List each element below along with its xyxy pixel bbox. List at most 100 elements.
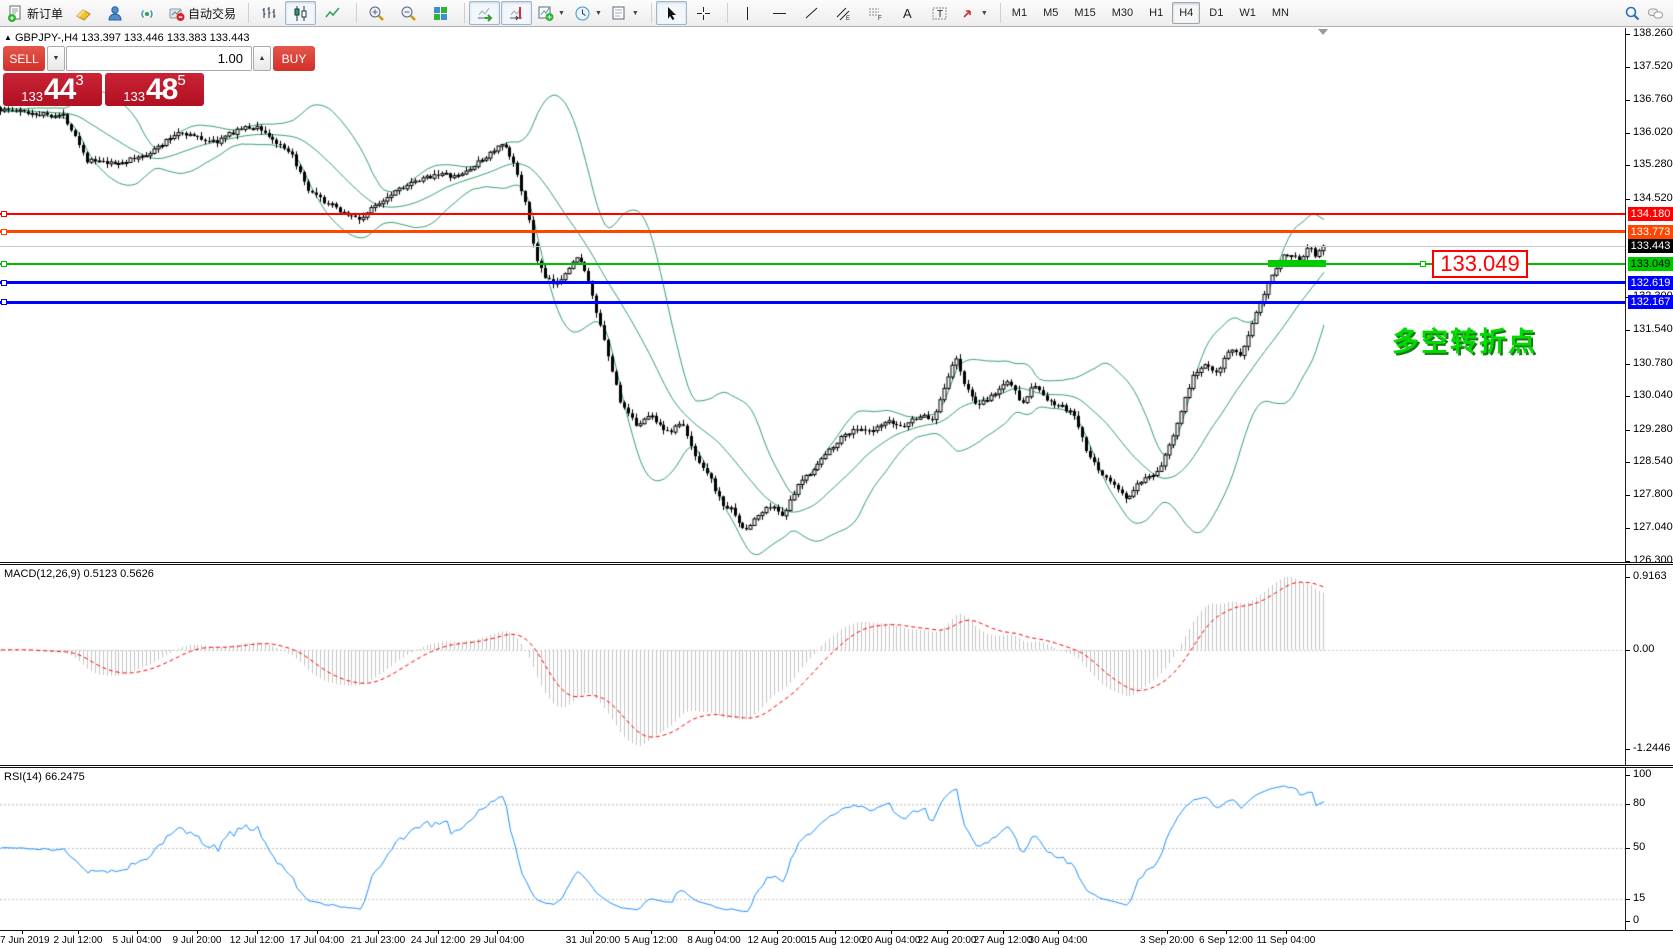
horizontal-line-button[interactable] (764, 1, 795, 25)
price-line-label: 133.049 (1628, 256, 1673, 271)
timeframe-m30[interactable]: M30 (1111, 7, 1134, 19)
pane-separator[interactable] (0, 765, 1673, 768)
timeframe-w1[interactable]: W1 (1239, 7, 1256, 19)
crosshair-button[interactable] (688, 1, 719, 25)
rsi-tick-label: 0 (1633, 914, 1640, 926)
bar-chart-button[interactable] (253, 1, 284, 25)
rsi-tick-mark (1626, 848, 1630, 849)
line-handle[interactable] (1420, 260, 1426, 267)
macd-tick-label: 0.9163 (1633, 570, 1667, 582)
trendline-button[interactable] (796, 1, 827, 25)
macd-axis[interactable]: 0.9163 0.00 -1.2446 (1625, 565, 1673, 765)
price-tick-mark (1626, 198, 1630, 200)
price-tick-mark (1626, 429, 1630, 431)
autotrade-button[interactable]: 自动交易 (164, 1, 240, 25)
candlestick-chart-button[interactable] (285, 1, 317, 25)
time-tick-label: 27 Jun 2019 (0, 935, 50, 946)
pane-separator[interactable] (0, 562, 1673, 565)
volume-input[interactable] (66, 46, 252, 71)
chart-shift-icon (508, 5, 525, 22)
horizontal-line-134.18[interactable] (0, 212, 1625, 215)
fibonacci-button[interactable]: F (860, 1, 891, 25)
zoom-in-button[interactable] (361, 1, 392, 25)
new-order-icon (7, 5, 24, 22)
signals-button[interactable] (132, 1, 163, 25)
volume-decrease-button[interactable]: ▼ (47, 46, 65, 71)
add-indicator-button[interactable]: ▼ (533, 1, 569, 25)
time-tick-mark (947, 931, 948, 934)
text-label-button[interactable]: T (924, 1, 955, 25)
market-button[interactable] (68, 1, 99, 25)
cursor-button[interactable] (655, 1, 687, 25)
line-handle[interactable] (1, 299, 7, 306)
chart-shift-button[interactable] (501, 1, 533, 25)
candlestick-chart-canvas[interactable] (0, 28, 1625, 562)
rsi-axis[interactable]: 100 80 50 15 0 (1625, 768, 1673, 930)
price-line-label: 133.773 (1628, 224, 1673, 239)
horizontal-line-132.619[interactable] (0, 281, 1625, 285)
horizontal-line-133.049[interactable] (0, 262, 1625, 265)
time-tick-label: 31 Jul 20:00 (565, 935, 621, 946)
price-tick-label: 136.020 (1633, 125, 1673, 138)
price-axis[interactable]: 138.260 137.520 136.760 136.020 135.280 134.5… (1625, 27, 1673, 566)
timeframe-d1[interactable]: D1 (1209, 7, 1224, 19)
price-label-box[interactable]: 133.049 (1432, 249, 1528, 278)
auto-scroll-button[interactable] (469, 1, 501, 25)
current-price-line (0, 245, 1625, 247)
time-tick-label: 5 Aug 12:00 (624, 935, 678, 946)
horizontal-line-132.167[interactable] (0, 300, 1625, 304)
line-handle[interactable] (1, 210, 7, 217)
timeframe-m1[interactable]: M1 (1011, 7, 1028, 19)
auto-scroll-icon (476, 5, 493, 22)
volume-increase-button[interactable]: ▲ (253, 46, 271, 71)
sell-button[interactable]: SELL (3, 46, 45, 71)
price-tick-mark (1626, 462, 1630, 464)
line-chart-button[interactable] (317, 1, 348, 25)
vertical-line-button[interactable] (732, 1, 763, 25)
price-tick-mark (1626, 363, 1630, 365)
autotrade-icon (168, 5, 185, 22)
macd-tick-mark (1626, 749, 1630, 750)
rsi-tick-mark (1626, 899, 1630, 901)
equidistant-channel-button[interactable]: E (828, 1, 859, 25)
template-icon (611, 5, 628, 22)
zoom-out-button[interactable] (393, 1, 424, 25)
symbol-direction-up-icon: ▲ (4, 33, 12, 42)
timeframe-h4[interactable]: H4 (1172, 2, 1201, 24)
buy-button[interactable]: BUY (273, 46, 315, 71)
chat-icon[interactable] (1647, 5, 1664, 22)
svg-text:T: T (937, 9, 943, 20)
periods-button[interactable]: ▼ (570, 1, 606, 25)
timeframe-h1[interactable]: H1 (1149, 7, 1164, 19)
line-handle[interactable] (1, 279, 7, 286)
timeframe-m15[interactable]: M15 (1074, 7, 1096, 19)
price-line-label: 134.180 (1628, 206, 1673, 221)
timeframe-mn[interactable]: MN (1271, 7, 1289, 19)
community-button[interactable] (100, 1, 131, 25)
text-button[interactable]: A (892, 1, 923, 25)
timeframe-m5[interactable]: M5 (1043, 7, 1059, 19)
tile-windows-button[interactable] (425, 1, 456, 25)
line-handle[interactable] (1, 228, 7, 235)
new-order-button[interactable]: 新订单 (3, 1, 67, 25)
candlestick-icon (292, 5, 309, 22)
buy-price-button[interactable]: 133 48 5 (105, 73, 204, 106)
sell-price-button[interactable]: 133 44 3 (3, 73, 102, 106)
templates-button[interactable]: ▼ (607, 1, 643, 25)
line-handle[interactable] (1, 260, 7, 267)
buy-price-base: 133 (123, 89, 145, 104)
svg-text:E: E (846, 16, 850, 22)
arrows-button[interactable]: ▼ (956, 1, 992, 25)
macd-canvas[interactable] (0, 565, 1625, 765)
cursor-icon (663, 5, 680, 22)
horizontal-line-133.773[interactable] (0, 230, 1625, 234)
volume-control: ▼ ▲ (47, 46, 271, 71)
chart-shift-marker (1318, 29, 1328, 35)
turning-point-annotation[interactable]: 多空转折点 (1392, 326, 1537, 357)
price-tick-mark (1626, 100, 1630, 102)
search-icon[interactable] (1624, 5, 1641, 22)
price-tick-label: 130.780 (1633, 356, 1673, 369)
rsi-canvas[interactable] (0, 768, 1625, 930)
time-tick-label: 15 Aug 12:00 (805, 935, 865, 946)
